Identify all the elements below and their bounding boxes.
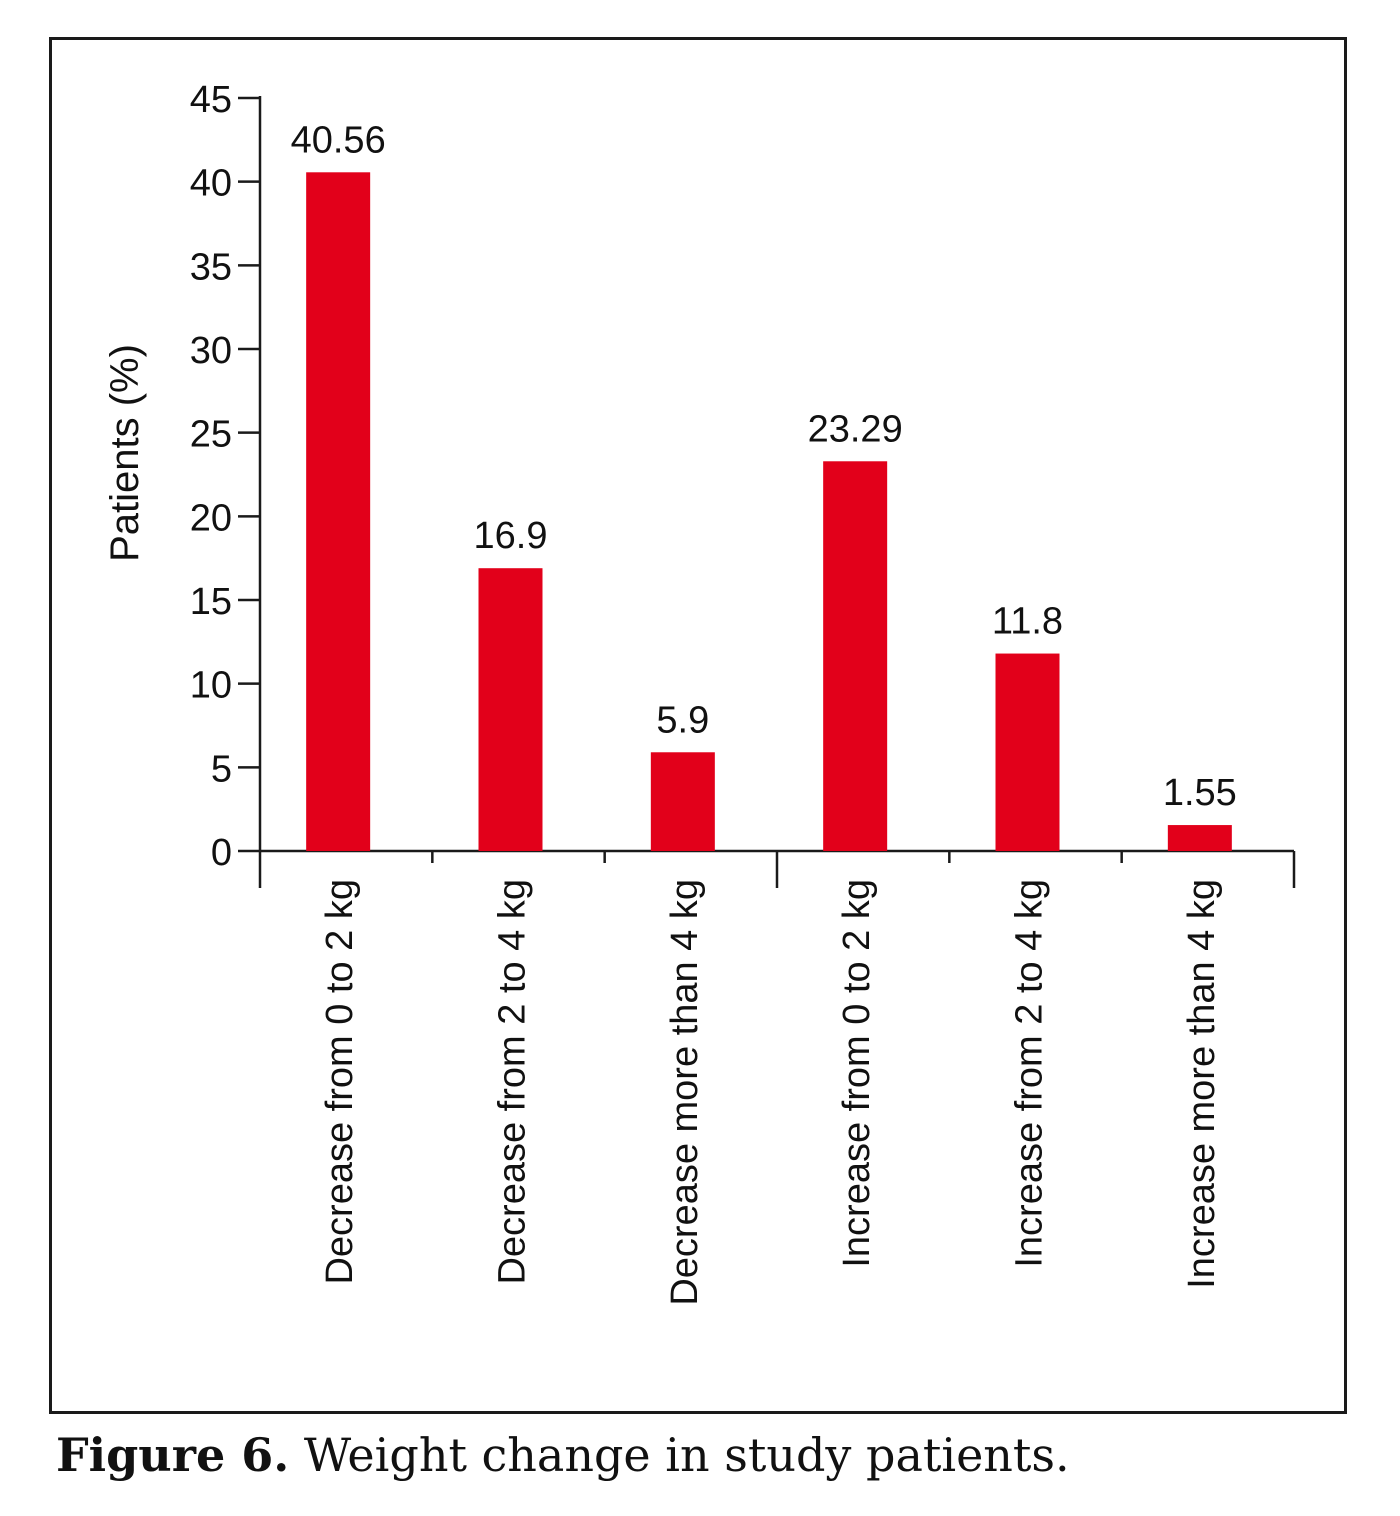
y-axis-label: Patients (%) xyxy=(103,344,147,562)
chart-labels: 0 5 10 15 20 25 30 35 40 45 40.56 Decrease from 0 t… xyxy=(190,79,1237,1306)
bar xyxy=(650,752,715,851)
figure-caption: Figure 6. Weight change in study patient… xyxy=(56,1428,1070,1482)
bar xyxy=(995,653,1060,851)
bar xyxy=(478,568,543,851)
bar xyxy=(306,172,371,851)
y-tick-label: 10 xyxy=(190,665,232,707)
x-tick-label: Decrease from 2 to 4 kg xyxy=(492,879,534,1285)
bar-chart: 0 5 10 15 20 25 30 35 40 45 40.56 Decrease from 0 t… xyxy=(103,79,1296,1306)
data-label: 5.9 xyxy=(656,699,709,741)
y-tick-label: 35 xyxy=(190,246,232,288)
data-label: 40.56 xyxy=(291,119,386,161)
y-tick-label: 20 xyxy=(190,497,232,539)
x-tick-label: Increase more than 4 kg xyxy=(1181,879,1223,1289)
bar xyxy=(1167,825,1232,851)
data-label: 23.29 xyxy=(808,408,903,450)
figure-frame xyxy=(49,37,1347,1414)
figure-caption-text: Weight change in study patients. xyxy=(289,1428,1070,1482)
y-tick-label: 40 xyxy=(190,163,232,205)
data-label: 11.8 xyxy=(992,601,1063,643)
y-tick-label: 45 xyxy=(190,79,232,121)
y-tick-label: 30 xyxy=(190,330,232,372)
chart-axes xyxy=(238,96,1296,888)
data-label: 16.9 xyxy=(474,515,548,557)
y-tick-label: 25 xyxy=(190,414,232,456)
x-tick-label: Decrease from 0 to 2 kg xyxy=(319,879,361,1285)
figure-label: Figure 6. xyxy=(56,1428,290,1482)
data-label: 1.55 xyxy=(1163,772,1237,814)
y-tick-label: 5 xyxy=(211,748,232,790)
chart-bars xyxy=(306,172,1232,851)
bar xyxy=(823,461,888,851)
x-tick-label: Increase from 0 to 2 kg xyxy=(836,879,878,1268)
y-tick-label: 0 xyxy=(211,832,232,874)
x-tick-label: Decrease more than 4 kg xyxy=(664,879,706,1306)
x-tick-label: Increase from 2 to 4 kg xyxy=(1009,879,1051,1268)
y-tick-label: 15 xyxy=(190,581,232,623)
